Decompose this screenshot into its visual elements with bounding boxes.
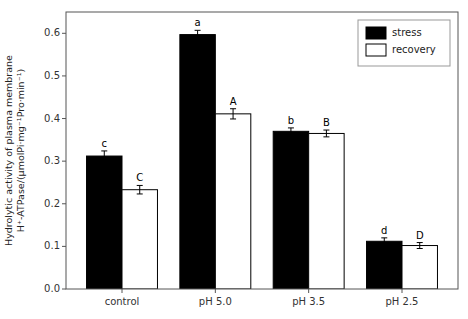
error-bar [195, 30, 201, 39]
x-tick [122, 289, 123, 293]
y-axis-label: Hydrolytic activity of plasma membraneH⁺… [3, 55, 26, 246]
y-tick-label: 0.4 [44, 113, 60, 124]
bar [309, 133, 344, 289]
y-tick [62, 246, 66, 247]
legend-label: recovery [392, 44, 436, 55]
significance-letter: D [416, 230, 424, 241]
error-bar [323, 130, 329, 137]
x-axis: control pH 5.0 pH 3.5 pH 2.5 [105, 289, 419, 307]
x-tick-label: pH 3.5 [292, 296, 325, 307]
error-bar [230, 109, 236, 119]
bar-letters: c a b d C A B D [102, 17, 424, 240]
chart: 0.0 0.1 0.2 0.3 0.4 0.5 0.6 Hydrolytic activity… [0, 0, 468, 319]
y-tick-label: 0.5 [44, 70, 60, 81]
y-tick [62, 161, 66, 162]
y-tick-label: 0.2 [44, 198, 60, 209]
y-tick [62, 203, 66, 204]
y-tick [62, 33, 66, 34]
x-tick [215, 289, 216, 293]
x-tick [308, 289, 309, 293]
x-tick-label: control [105, 296, 140, 307]
x-tick-label: pH 2.5 [386, 296, 419, 307]
significance-letter: C [136, 172, 143, 183]
bar [402, 246, 437, 289]
bars [87, 30, 438, 289]
bar [180, 35, 215, 289]
y-tick-label: 0.1 [44, 240, 60, 251]
legend-swatch [366, 44, 386, 56]
error-bar [288, 128, 294, 135]
y-axis-label-line: H⁺-ATPase/(μmolPi·mg⁻¹Pro·min⁻¹) [15, 69, 26, 232]
bar [273, 131, 308, 289]
error-bar [381, 238, 387, 245]
y-tick-label: 0.0 [44, 283, 60, 294]
significance-letter: b [288, 115, 294, 126]
y-tick-label: 0.3 [44, 155, 60, 166]
significance-letter: B [323, 117, 330, 128]
legend-swatch [366, 27, 386, 39]
significance-letter: a [195, 17, 201, 28]
bar [122, 190, 157, 289]
y-axis: 0.0 0.1 0.2 0.3 0.4 0.5 0.6 [44, 27, 66, 294]
bar [215, 114, 250, 289]
legend: stress recovery [358, 20, 450, 66]
bar [87, 156, 122, 289]
error-bar [101, 151, 107, 161]
y-axis-label-line: Hydrolytic activity of plasma membrane [3, 55, 14, 246]
x-tick-label: pH 5.0 [199, 296, 232, 307]
significance-letter: c [102, 138, 108, 149]
y-tick [62, 75, 66, 76]
legend-label: stress [392, 27, 422, 38]
legend-box [358, 20, 450, 66]
error-bar [417, 243, 423, 249]
significance-letter: d [381, 225, 387, 236]
y-tick-label: 0.6 [44, 27, 60, 38]
y-tick [62, 289, 66, 290]
bar [367, 241, 402, 289]
plot-frame [66, 12, 458, 289]
x-tick [402, 289, 403, 293]
error-bar [137, 185, 143, 194]
y-tick [62, 118, 66, 119]
significance-letter: A [230, 96, 237, 107]
